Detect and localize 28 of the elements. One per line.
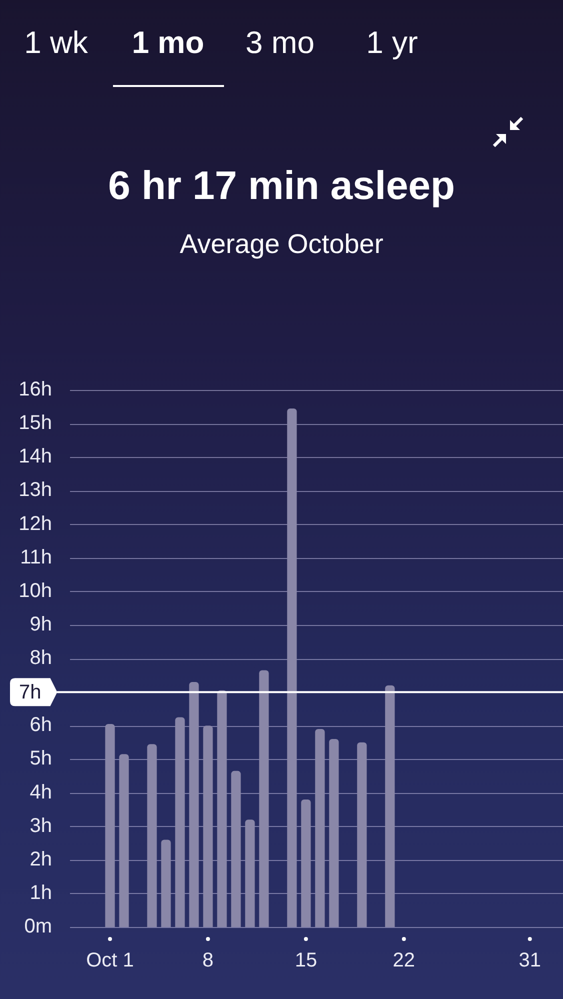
y-tick-label: 2h [30, 848, 52, 870]
y-tick-label: 14h [18, 446, 52, 468]
y-tick-label: 6h [30, 714, 52, 736]
chart-title: 6 hr 17 min asleep [107, 163, 456, 209]
text: 1 yr [365, 24, 419, 62]
y-tick-label: 0m [24, 916, 52, 938]
y-tick-label: 1h [30, 882, 52, 904]
chart-subtitle: Average October [178, 228, 384, 260]
x-tick-label: 31 [518, 950, 541, 972]
y-tick-label: 3h [30, 814, 52, 837]
y-tick-label: 4h [30, 781, 52, 804]
x-tick-label: Oct 1 [86, 950, 134, 972]
y-tick-label: 10h [18, 580, 52, 602]
text: 1 mo [130, 24, 206, 62]
y-tick-label: 9h [30, 613, 52, 636]
ref-line-label: 7h [19, 682, 42, 704]
y-tick-label: 5h [30, 748, 52, 770]
text: 3 mo [244, 24, 316, 62]
x-tick-label: 8 [202, 950, 214, 972]
y-tick-label: 8h [30, 647, 52, 670]
y-tick-label: 15h [18, 412, 52, 434]
text: 1 wk [23, 24, 89, 62]
x-tick-label: 15 [294, 950, 318, 972]
y-tick-label: 13h [18, 479, 52, 502]
y-tick-label: 11h [20, 546, 52, 568]
y-tick-label: 12h [18, 512, 52, 535]
y-tick-label: 16h [18, 378, 52, 401]
x-tick-label: 22 [392, 950, 416, 972]
